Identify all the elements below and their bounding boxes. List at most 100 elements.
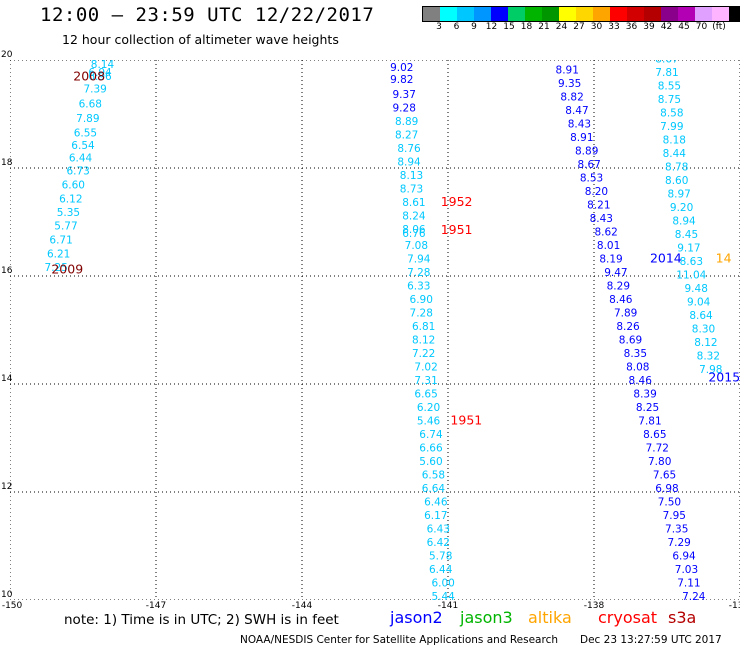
wave-height-value: 5.44 (431, 591, 455, 600)
color-swatch (678, 7, 695, 21)
wave-height-value: 8.30 (692, 324, 715, 336)
wave-height-value: 7.22 (412, 348, 435, 360)
wave-height-value: 8.35 (624, 348, 647, 360)
color-swatch (508, 7, 525, 21)
wave-height-value: 9.17 (677, 243, 700, 255)
wave-height-value: 7.28 (407, 267, 430, 279)
color-swatch (661, 7, 678, 21)
wave-height-value: 6.73 (66, 165, 89, 177)
wave-height-value: 8.62 (594, 227, 617, 239)
wave-height-value: 11.04 (676, 270, 706, 282)
wave-height-value: 8.39 (633, 389, 656, 401)
pass-label: 1951 (441, 222, 473, 237)
wave-height-value: 8.06 (402, 224, 426, 236)
color-scale-bar (422, 6, 740, 22)
wave-height-value: 7.94 (407, 254, 431, 266)
y-tick-label: 14 (1, 374, 13, 384)
wave-height-value: 6.96 (88, 71, 112, 83)
legend-item-s3a: s3a (668, 608, 697, 627)
color-swatch (542, 7, 559, 21)
wave-height-value: 5.60 (419, 456, 442, 468)
wave-height-value: 8.94 (397, 156, 421, 168)
color-swatch (695, 7, 712, 21)
color-scale-label: 21 (538, 22, 550, 32)
wave-height-value: 8.73 (400, 183, 423, 195)
wave-height-value: 8.19 (599, 254, 622, 266)
pass-label: 2009 (51, 261, 83, 276)
color-scale-label: 33 (608, 22, 620, 32)
wave-height-value: 8.63 (680, 256, 703, 268)
wave-height-value: 8.18 (663, 135, 686, 147)
wave-height-value: 8.78 (665, 162, 688, 174)
wave-height-value: 6.55 (74, 128, 97, 140)
legend-item-jason2: jason2 (390, 608, 443, 627)
wave-height-value: 7.81 (655, 67, 678, 79)
wave-height-value: 9.35 (558, 78, 581, 90)
chart-title: 12:00 – 23:59 UTC 12/22/2017 (40, 4, 375, 26)
wave-height-value: 8.14 (91, 60, 115, 71)
wave-height-value: 8.82 (560, 92, 583, 104)
color-scale-label: 24 (555, 22, 568, 32)
color-swatch (593, 7, 610, 21)
chart-subtitle: 12 hour collection of altimeter wave hei… (62, 32, 339, 47)
y-tick-label: 16 (1, 266, 13, 276)
color-scale-label: 42 (660, 22, 673, 32)
wave-height-value: 5.35 (57, 207, 80, 219)
wave-height-chart: 8.146.946.967.396.687.896.556.546.446.73… (10, 60, 740, 600)
wave-height-value: 8.12 (412, 335, 435, 347)
wave-height-value: 8.76 (397, 143, 421, 155)
credit-text: NOAA/NESDIS Center for Satellite Applica… (240, 634, 558, 646)
color-swatch (712, 7, 729, 21)
plot-area: 8.14 6.94 6.96 7.39 6.68 7.89 6.55 6.54 6.44 6.73… (10, 60, 740, 600)
wave-height-value: 6.81 (412, 321, 435, 333)
x-tick-label: -150 (1, 601, 23, 611)
wave-height-value: 6.68 (79, 99, 102, 111)
wave-height-value: 7.98 (699, 364, 722, 376)
wave-height-value: 8.27 (395, 129, 418, 141)
footer-note: note: 1) Time is in UTC; 2) SWH is in fe… (64, 612, 339, 628)
wave-height-value: 7.31 (414, 375, 437, 387)
wave-height-value: 6.21 (47, 249, 70, 261)
color-swatch (644, 7, 661, 21)
wave-height-value: 6.17 (424, 510, 447, 522)
color-scale-label: 9 (471, 22, 477, 32)
wave-height-value: 8.67 (655, 60, 678, 66)
wave-height-value: 7.24 (682, 591, 706, 600)
color-swatch (525, 7, 542, 21)
color-scale-label: 70 (695, 22, 708, 32)
wave-height-value: 8.69 (619, 335, 642, 347)
wave-height-value: 9.20 (670, 202, 693, 214)
wave-height-value: 8.12 (694, 337, 717, 349)
wave-height-value: 6.65 (414, 389, 437, 401)
x-tick-label: -138 (583, 601, 605, 611)
wave-height-value: 8.60 (665, 175, 688, 187)
wave-height-value: 6.74 (419, 429, 443, 441)
wave-height-value: 8.25 (636, 402, 659, 414)
wave-height-value: 8.89 (575, 146, 598, 158)
wave-height-value: 6.94 (672, 551, 696, 563)
wave-height-value: 7.29 (667, 537, 690, 549)
legend-item-cryosat: cryosat (598, 608, 658, 627)
wave-height-value: 8.21 (587, 200, 610, 212)
wave-height-value: 5.78 (429, 551, 452, 563)
color-swatch (559, 7, 576, 21)
wave-height-value: 6.76 (402, 228, 426, 240)
wave-height-value: 7.11 (677, 578, 700, 590)
wave-height-value: 7.02 (414, 362, 437, 374)
wave-height-value: 9.28 (393, 102, 416, 114)
wave-height-value: 7.25 (45, 262, 68, 274)
wave-height-value: 6.46 (424, 497, 448, 509)
wave-height-value: 8.01 (597, 240, 620, 252)
color-scale-label: 15 (503, 22, 515, 32)
legend-item-jason3: jason3 (460, 608, 513, 627)
wave-height-value: 8.46 (609, 294, 633, 306)
pass-label: 14 (716, 251, 732, 266)
color-scale-label: 27 (573, 22, 585, 32)
wave-height-value: 8.61 (402, 197, 425, 209)
color-swatch (474, 7, 491, 21)
wave-height-value: 6.00 (431, 578, 454, 590)
wave-height-value: 9.82 (390, 74, 413, 86)
wave-height-value: 7.81 (638, 416, 661, 428)
color-scale-label: 12 (485, 22, 498, 32)
wave-height-value: 7.99 (660, 121, 683, 133)
